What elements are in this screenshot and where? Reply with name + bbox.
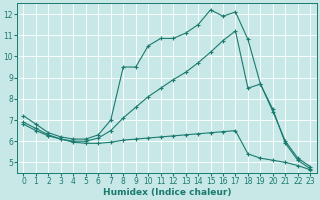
X-axis label: Humidex (Indice chaleur): Humidex (Indice chaleur) bbox=[103, 188, 231, 197]
